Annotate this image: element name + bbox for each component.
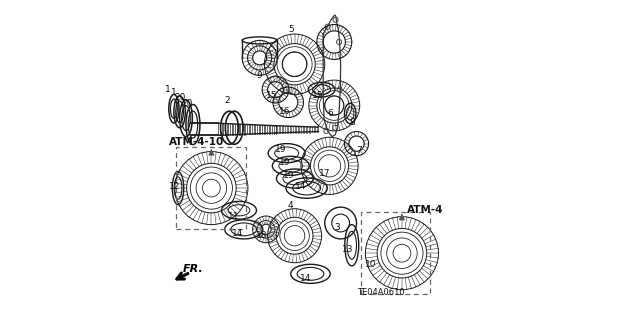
Text: 14: 14	[295, 182, 307, 191]
Text: 10: 10	[365, 260, 376, 270]
Text: 7: 7	[356, 146, 362, 155]
Text: 5: 5	[288, 25, 294, 34]
Text: 2: 2	[225, 96, 230, 105]
Text: 8: 8	[349, 117, 355, 127]
Text: 12: 12	[169, 182, 180, 191]
Text: 19: 19	[275, 145, 286, 154]
Text: 9: 9	[257, 71, 262, 80]
Text: 14: 14	[300, 274, 312, 283]
Text: 1: 1	[171, 88, 177, 97]
Text: 18: 18	[256, 231, 268, 240]
Text: 1: 1	[165, 85, 171, 94]
Text: 20: 20	[182, 100, 193, 108]
Text: 3: 3	[334, 223, 340, 232]
Text: 13: 13	[342, 245, 354, 254]
Text: 15: 15	[266, 92, 278, 100]
Text: 11: 11	[228, 212, 239, 221]
Text: 4: 4	[288, 201, 294, 210]
Text: 15: 15	[312, 91, 324, 100]
Text: 20: 20	[175, 93, 186, 102]
Text: FR.: FR.	[183, 264, 204, 274]
Text: TE04A0610: TE04A0610	[357, 288, 404, 297]
Text: 19: 19	[279, 158, 291, 167]
Text: 6: 6	[328, 109, 333, 118]
Text: 14: 14	[232, 229, 244, 238]
Text: ATM-4: ATM-4	[406, 205, 443, 215]
Text: 17: 17	[319, 169, 331, 178]
Text: 16: 16	[278, 108, 290, 116]
Text: ATM-4-10: ATM-4-10	[168, 137, 224, 147]
Text: 19: 19	[283, 171, 294, 180]
